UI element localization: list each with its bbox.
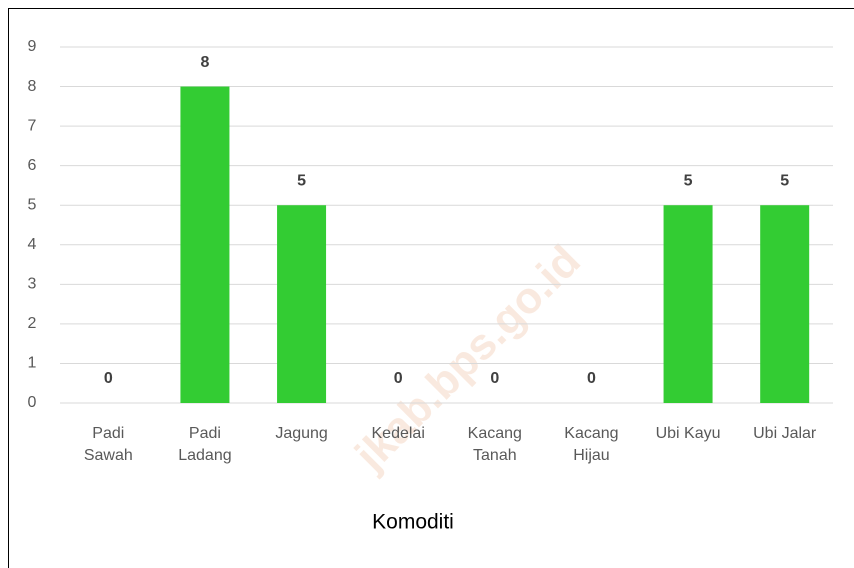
x-tick-label: Jagung (275, 425, 328, 442)
x-tick-label: Padi Ladang (178, 425, 232, 464)
y-tick-label: 9 (28, 38, 37, 55)
y-tick-label: 6 (28, 157, 37, 174)
y-tick-label: 4 (28, 236, 37, 253)
x-tick-label: Kacang Hijau (564, 425, 619, 464)
y-tick-label: 7 (28, 117, 37, 134)
y-tick-label: 8 (28, 78, 37, 95)
x-tick-label: Kacang Tanah (467, 425, 522, 464)
x-tick-label: Kedelai (371, 425, 425, 442)
bar (180, 86, 230, 404)
data-label: 0 (394, 370, 403, 387)
bar (277, 205, 327, 403)
frame (8, 8, 854, 568)
y-tick-label: 1 (28, 355, 37, 372)
y-tick-label: 5 (28, 196, 37, 213)
data-label: 5 (297, 172, 306, 189)
y-tick-label: 3 (28, 276, 37, 293)
data-label: 8 (200, 54, 209, 71)
x-axis-title: Komoditi (372, 511, 454, 534)
data-label: 5 (780, 172, 789, 189)
x-tick-label: Ubi Jalar (753, 425, 817, 442)
y-tick-label: 2 (28, 315, 37, 332)
data-label: 0 (104, 370, 113, 387)
data-label: 0 (587, 370, 596, 387)
bar (760, 205, 810, 403)
x-tick-label: Padi Sawah (83, 425, 133, 464)
data-label: 0 (490, 370, 499, 387)
y-tick-label: 0 (28, 394, 37, 411)
x-tick-label: Ubi Kayu (655, 425, 721, 442)
data-label: 5 (684, 172, 693, 189)
bar (663, 205, 713, 403)
